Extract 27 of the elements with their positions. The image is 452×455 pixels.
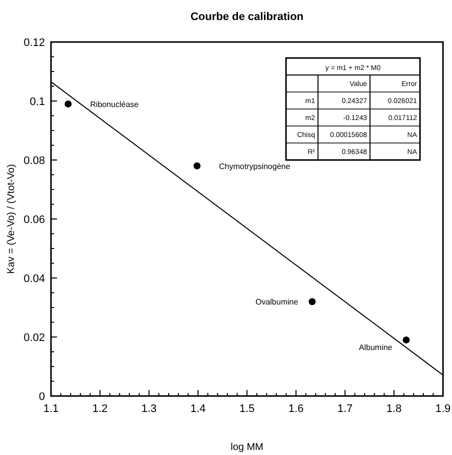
y-tick-label: 0.02	[24, 332, 45, 344]
x-tick-label: 1.3	[141, 403, 157, 415]
x-tick-label: 1.5	[239, 403, 255, 415]
point	[194, 162, 201, 170]
annotation: Chymotrypsinogène	[219, 162, 291, 171]
annotation: Ovalbumine	[255, 298, 299, 307]
x-tick-label: 1.7	[337, 403, 353, 415]
x-tick-label: 1.1	[43, 403, 59, 415]
y-tick-label: 0.04	[24, 273, 45, 285]
x-tick-label: 1.8	[386, 403, 402, 415]
point	[402, 336, 410, 344]
annotation: Ribonucléase	[90, 100, 140, 109]
annotation: Albumine	[358, 342, 393, 352]
x-tick-label: 1.9	[435, 403, 451, 415]
x-tick-label: 1.4	[190, 403, 206, 415]
x-tick-label: 1.6	[288, 403, 304, 415]
y-axis-title: Kav = (Ve-Vo) / (Vtot-Vo)	[6, 164, 17, 274]
y-tick-label: 0	[38, 391, 45, 403]
point	[308, 298, 316, 306]
y-tick-label: 0.12	[24, 37, 45, 49]
y-tick-label: 0.1	[30, 96, 45, 108]
x-tick-label: 1.2	[92, 403, 108, 415]
y-tick-label: 0.08	[24, 155, 45, 167]
point	[64, 100, 72, 108]
chart-title: Courbe de calibration	[190, 11, 304, 23]
y-tick-label: 0.06	[24, 214, 45, 226]
x-axis-title: log MM	[230, 442, 264, 453]
